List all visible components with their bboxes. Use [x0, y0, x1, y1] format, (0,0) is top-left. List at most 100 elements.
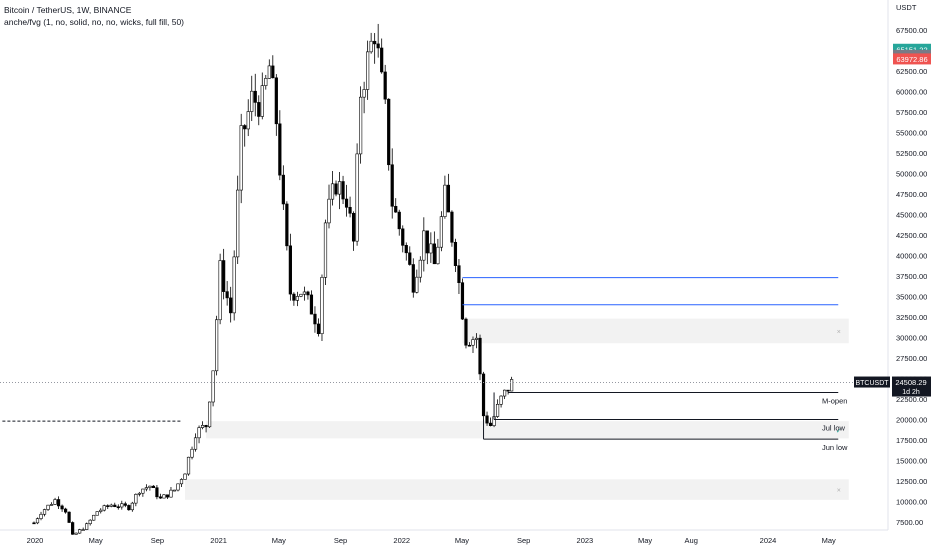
- candle-body[interactable]: [172, 489, 177, 492]
- candle-body[interactable]: [169, 489, 173, 498]
- candle-body[interactable]: [102, 505, 106, 511]
- candle-body[interactable]: [183, 473, 187, 480]
- fvg-zone[interactable]: [462, 318, 849, 344]
- candle-body[interactable]: [429, 243, 433, 254]
- symbol-badge[interactable]: [854, 376, 890, 388]
- candle-body[interactable]: [369, 40, 373, 53]
- price-tag[interactable]: [893, 53, 931, 65]
- last-price-badge[interactable]: [892, 376, 931, 397]
- candle-body[interactable]: [383, 71, 387, 100]
- candle-body[interactable]: [422, 230, 426, 261]
- candle-body[interactable]: [313, 313, 317, 325]
- candle-body[interactable]: [215, 319, 219, 372]
- candle-body[interactable]: [229, 297, 233, 314]
- candle-body[interactable]: [92, 514, 96, 521]
- candle-body[interactable]: [250, 90, 254, 112]
- candle-body[interactable]: [418, 259, 422, 278]
- candle-body[interactable]: [344, 198, 349, 208]
- candle-body[interactable]: [39, 513, 43, 519]
- candle-body[interactable]: [309, 294, 314, 315]
- candle-body[interactable]: [281, 174, 285, 205]
- candle-body[interactable]: [46, 504, 50, 510]
- candle-body[interactable]: [390, 164, 394, 207]
- candle-body[interactable]: [260, 85, 264, 117]
- candle-body[interactable]: [218, 260, 222, 321]
- candle-body[interactable]: [232, 256, 236, 314]
- candle-body[interactable]: [446, 184, 451, 213]
- candle-body[interactable]: [64, 508, 68, 513]
- candle-body[interactable]: [165, 494, 170, 498]
- candle-body[interactable]: [239, 125, 243, 191]
- candle-body[interactable]: [439, 216, 443, 248]
- candle-body[interactable]: [271, 65, 275, 79]
- candle-body[interactable]: [394, 205, 398, 213]
- candle-body[interactable]: [123, 503, 127, 506]
- candle-body[interactable]: [278, 123, 282, 176]
- candle-body[interactable]: [200, 425, 205, 428]
- candle-body[interactable]: [376, 43, 380, 49]
- candle-body[interactable]: [78, 529, 82, 534]
- symbol-line[interactable]: Bitcoin / TetherUS, 1W, BINANCE: [4, 5, 132, 15]
- candle-body[interactable]: [467, 344, 472, 347]
- candle-body[interactable]: [411, 264, 415, 293]
- candle-body[interactable]: [95, 511, 99, 516]
- candle-body[interactable]: [204, 425, 208, 428]
- fvg-zone[interactable]: [185, 479, 849, 500]
- candle-body[interactable]: [288, 245, 292, 295]
- candle-body[interactable]: [236, 189, 240, 258]
- candle-body[interactable]: [190, 448, 194, 458]
- candle-body[interactable]: [60, 505, 64, 510]
- candle-body[interactable]: [225, 291, 229, 299]
- candle-body[interactable]: [334, 183, 338, 195]
- candle-body[interactable]: [207, 401, 212, 428]
- candle-body[interactable]: [176, 483, 180, 491]
- candle-body[interactable]: [306, 291, 310, 296]
- candle-body[interactable]: [186, 456, 191, 475]
- candle-body[interactable]: [327, 198, 331, 224]
- candle-body[interactable]: [337, 181, 342, 195]
- fvg-zone[interactable]: [206, 421, 849, 439]
- candle-body[interactable]: [148, 485, 152, 488]
- candle-body[interactable]: [488, 422, 493, 426]
- candle-body[interactable]: [267, 65, 271, 79]
- candle-body[interactable]: [299, 293, 303, 297]
- candle-body[interactable]: [510, 379, 514, 392]
- candle-body[interactable]: [464, 318, 468, 346]
- candle-body[interactable]: [162, 494, 166, 499]
- candle-body[interactable]: [485, 415, 489, 424]
- candle-body[interactable]: [211, 370, 215, 403]
- candle-body[interactable]: [425, 230, 429, 254]
- candle-body[interactable]: [137, 492, 141, 495]
- candle-body[interactable]: [401, 228, 405, 246]
- price-tag[interactable]: [893, 43, 931, 55]
- candle-body[interactable]: [436, 246, 440, 265]
- candle-body[interactable]: [341, 181, 345, 200]
- candle-body[interactable]: [453, 241, 458, 266]
- candle-body[interactable]: [85, 523, 89, 530]
- candle-body[interactable]: [362, 89, 366, 98]
- candle-body[interactable]: [222, 260, 226, 292]
- candle-body[interactable]: [120, 503, 124, 508]
- candle-body[interactable]: [144, 487, 148, 490]
- candle-body[interactable]: [49, 504, 54, 506]
- candle-body[interactable]: [474, 337, 479, 340]
- candle-body[interactable]: [155, 487, 159, 498]
- candle-body[interactable]: [348, 206, 352, 214]
- candle-body[interactable]: [460, 282, 465, 320]
- candle-body[interactable]: [71, 522, 75, 535]
- candle-body[interactable]: [330, 183, 335, 200]
- candle-body[interactable]: [443, 184, 447, 217]
- candle-body[interactable]: [503, 389, 507, 397]
- candle-body[interactable]: [380, 47, 384, 73]
- candle-body[interactable]: [450, 211, 454, 243]
- candle-body[interactable]: [81, 529, 85, 531]
- candle-body[interactable]: [179, 479, 184, 485]
- candle-body[interactable]: [295, 296, 299, 301]
- candle-body[interactable]: [99, 509, 103, 512]
- candle-body[interactable]: [397, 211, 401, 230]
- candle-body[interactable]: [351, 212, 356, 242]
- candle-body[interactable]: [366, 51, 370, 90]
- candle-body[interactable]: [323, 222, 328, 278]
- candle-body[interactable]: [274, 77, 278, 125]
